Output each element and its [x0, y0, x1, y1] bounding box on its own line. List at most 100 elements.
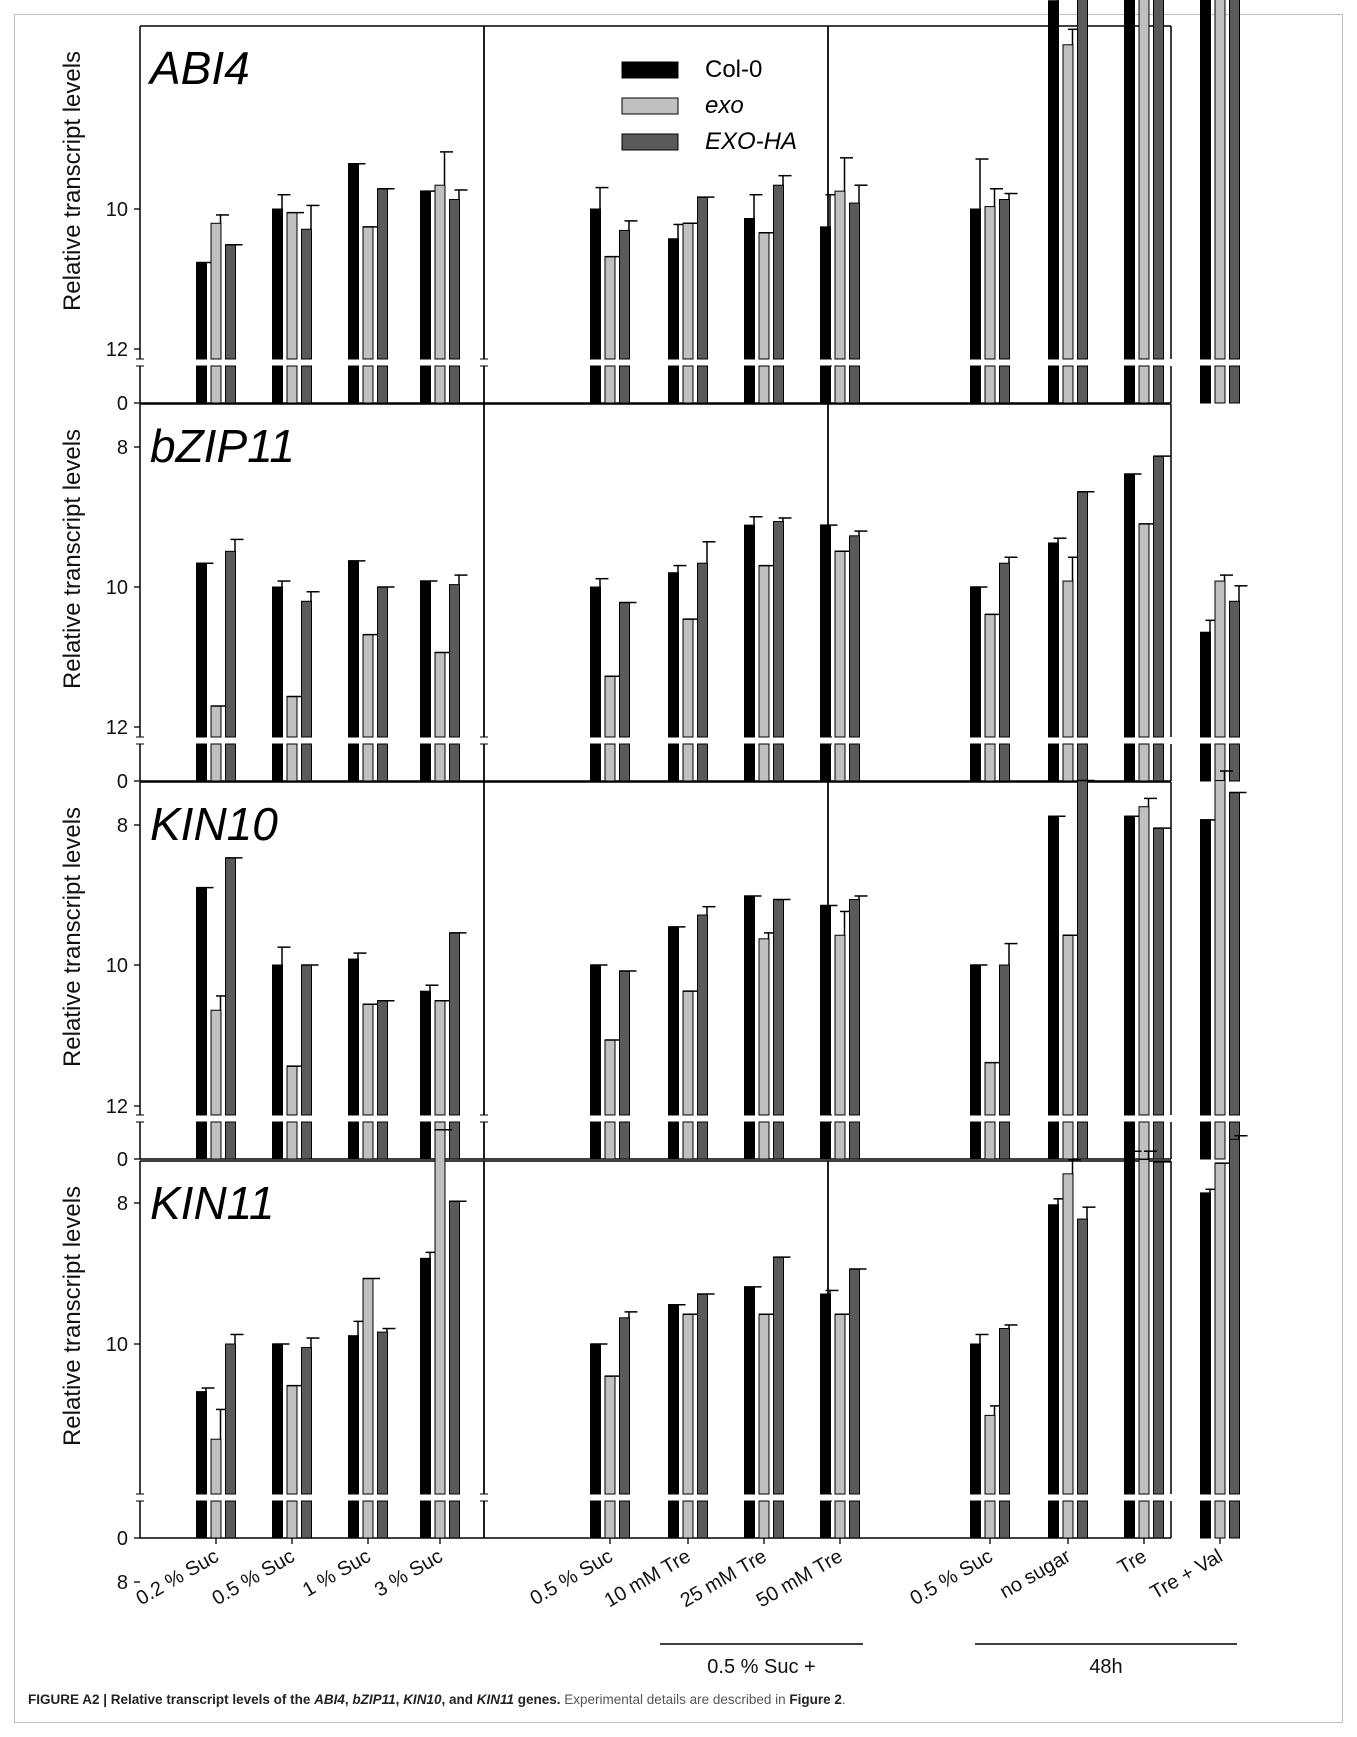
y-tick-label: 0 [117, 1149, 128, 1171]
bar-exo-stub [834, 1121, 846, 1160]
panel-gene-title: KIN10 [150, 798, 278, 850]
bar-Col-0-upper [1048, 0, 1059, 360]
bar-Col-0-stub [196, 1121, 207, 1160]
bar-EXO-HA-upper [619, 970, 630, 1116]
bar-exo-upper [362, 226, 374, 360]
bar-EXO-HA-stub [301, 365, 312, 404]
bar-exo-stub [682, 365, 694, 404]
bar-exo-stub [362, 743, 374, 782]
bar-EXO-HA-upper [1077, 1218, 1088, 1495]
x-tick-label: Tre + Val [1147, 1545, 1227, 1604]
bar-Col-0-upper [744, 1286, 755, 1495]
bar-EXO-HA-stub [619, 1121, 630, 1160]
bar-EXO-HA-upper [619, 1317, 630, 1495]
bar-Col-0-upper [1048, 1204, 1059, 1495]
bar-exo-stub [1062, 1500, 1074, 1539]
legend-swatch-Col-0 [621, 61, 679, 79]
bar-EXO-HA-upper [225, 1343, 236, 1495]
legend-label-Col-0: Col-0 [705, 56, 762, 83]
bar-Col-0-stub [590, 743, 601, 782]
x-tick-label: 10 mM Tre [601, 1545, 695, 1612]
bar-exo-stub [758, 1121, 770, 1160]
bar-Col-0-stub [970, 1500, 981, 1539]
bar-Col-0-stub [348, 1121, 359, 1160]
bar-Col-0-upper [196, 1391, 207, 1495]
bar-Col-0-stub [348, 1500, 359, 1539]
bar-EXO-HA-stub [377, 1121, 388, 1160]
bar-exo-upper [434, 651, 446, 738]
bar-EXO-HA-stub [619, 1500, 630, 1539]
bar-EXO-HA-stub [849, 1500, 860, 1539]
bar-EXO-HA-stub [225, 1121, 236, 1160]
bar-exo-stub [758, 743, 770, 782]
bar-exo-stub [758, 365, 770, 404]
bar-exo-stub [286, 743, 298, 782]
bar-EXO-HA-stub [849, 365, 860, 404]
y-tick-label: 0 [117, 771, 128, 793]
bar-exo-stub [1138, 1121, 1150, 1160]
bar-Col-0-upper [272, 964, 283, 1116]
bar-exo-stub [434, 365, 446, 404]
caption-title: FIGURE A2 | Relative transcript levels o… [28, 1692, 561, 1707]
bar-Col-0-upper [1048, 542, 1059, 738]
caption-details: Experimental details are described in [560, 1692, 790, 1707]
bar-EXO-HA-stub [999, 1500, 1010, 1539]
bar-Col-0-stub [1124, 743, 1135, 782]
bar-exo-stub [362, 365, 374, 404]
bar-EXO-HA-stub [849, 743, 860, 782]
bar-EXO-HA-upper [1229, 1138, 1240, 1495]
bar-exo-stub [758, 1500, 770, 1539]
bar-exo-stub [362, 1500, 374, 1539]
y-axis-label: Relative transcript levels [59, 429, 86, 689]
y-axis-label: Relative transcript levels [59, 1186, 86, 1446]
bar-Col-0-stub [668, 365, 679, 404]
bar-Col-0-stub [348, 743, 359, 782]
bar-Col-0-stub [590, 1500, 601, 1539]
bar-Col-0-stub [820, 1500, 831, 1539]
bar-EXO-HA-stub [773, 743, 784, 782]
bar-EXO-HA-stub [225, 1500, 236, 1539]
bar-EXO-HA-upper [849, 202, 860, 360]
bar-Col-0-upper [1200, 0, 1211, 360]
bar-EXO-HA-upper [1229, 0, 1240, 360]
bar-EXO-HA-upper [999, 1328, 1010, 1495]
bar-exo-upper [1214, 580, 1226, 738]
bar-EXO-HA-upper [301, 1347, 312, 1495]
bar-EXO-HA-stub [619, 365, 630, 404]
bar-EXO-HA-upper [849, 899, 860, 1116]
bar-exo-stub [286, 1500, 298, 1539]
legend-label-EXO-HA: EXO-HA [705, 128, 797, 155]
bar-Col-0-upper [272, 208, 283, 360]
bar-EXO-HA-stub [1077, 365, 1088, 404]
chart-panel-row-ABI4: 8 10 12 0 Relative transcript levels ABI4 [59, 0, 1240, 459]
bar-EXO-HA-upper [1153, 1161, 1164, 1495]
bar-EXO-HA-upper [773, 899, 784, 1116]
bar-Col-0-stub [196, 1500, 207, 1539]
bar-Col-0-upper [1200, 1192, 1211, 1495]
bar-Col-0-upper [348, 163, 359, 360]
bar-exo-upper [682, 222, 694, 360]
bar-EXO-HA-upper [999, 562, 1010, 738]
bar-Col-0-stub [1048, 743, 1059, 782]
bar-EXO-HA-stub [697, 743, 708, 782]
bar-exo-stub [1214, 1500, 1226, 1539]
bar-Col-0-upper [970, 964, 981, 1116]
bar-Col-0-upper [970, 208, 981, 360]
bar-EXO-HA-stub [1153, 1121, 1164, 1160]
bar-Col-0-upper [272, 1343, 283, 1495]
bar-Col-0-stub [272, 1500, 283, 1539]
bar-exo-stub [834, 743, 846, 782]
bar-exo-stub [1214, 365, 1226, 404]
bar-EXO-HA-upper [377, 1000, 388, 1116]
bar-EXO-HA-stub [1153, 1500, 1164, 1539]
bar-EXO-HA-upper [1077, 0, 1088, 360]
bar-EXO-HA-stub [697, 365, 708, 404]
bar-Col-0-stub [196, 365, 207, 404]
bar-exo-stub [604, 365, 616, 404]
bar-EXO-HA-upper [1153, 455, 1164, 738]
bar-exo-upper [1138, 523, 1150, 738]
bar-EXO-HA-upper [1077, 491, 1088, 738]
y-tick-label: 10 [106, 955, 128, 977]
x-tick-label: Tre [1114, 1545, 1150, 1579]
bar-Col-0-stub [590, 1121, 601, 1160]
